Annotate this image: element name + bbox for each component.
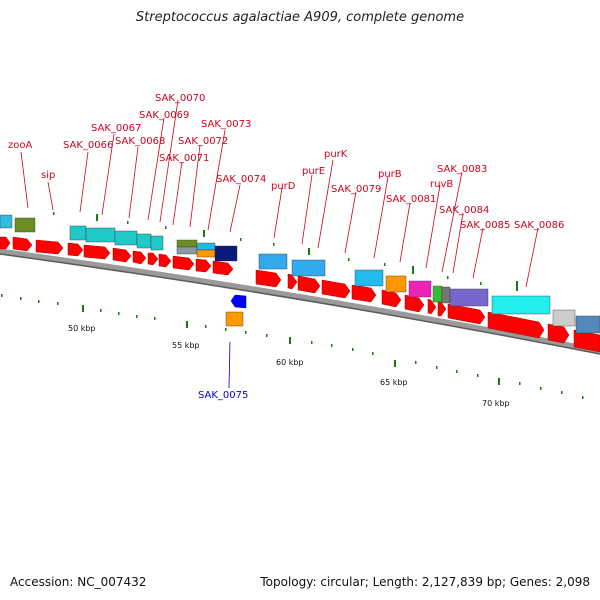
gene-label[interactable]: SAK_0086: [514, 220, 564, 231]
feature-box[interactable]: [176, 239, 198, 248]
feature-box[interactable]: [491, 295, 551, 315]
cds-arrow[interactable]: [255, 269, 282, 288]
cds-arrow[interactable]: [212, 260, 234, 276]
feature-box[interactable]: [136, 233, 152, 249]
cds-arrow[interactable]: [404, 294, 425, 313]
gene-label[interactable]: SAK_0070: [155, 93, 205, 104]
ruler-ticks: [1, 294, 584, 399]
feature-box[interactable]: [354, 269, 384, 287]
cds-arrow[interactable]: [35, 239, 64, 255]
cds-arrow[interactable]: [195, 258, 212, 273]
gene-label[interactable]: purE: [302, 166, 325, 177]
feature-box[interactable]: [552, 309, 576, 327]
cds-arrow[interactable]: [573, 329, 600, 353]
cds-arrow[interactable]: [351, 284, 377, 303]
gene-labels: zooA sip SAK_0066 SAK_0067 SAK_0068 SAK_…: [8, 93, 564, 231]
gene-label[interactable]: SAK_0079: [331, 184, 381, 195]
feature-box[interactable]: [85, 227, 116, 243]
cds-arrow[interactable]: [447, 303, 486, 325]
cds-arrow[interactable]: [0, 236, 11, 250]
gene-label[interactable]: purB: [378, 169, 402, 180]
cds-arrow[interactable]: [321, 279, 351, 299]
cds-arrow[interactable]: [147, 252, 159, 266]
gene-label[interactable]: SAK_0067: [91, 123, 141, 134]
feature-box[interactable]: [196, 242, 216, 251]
reverse-feature-box[interactable]: [225, 311, 244, 327]
feature-box[interactable]: [291, 259, 326, 277]
ruler-label: 55 kbp: [172, 341, 200, 350]
cds-arrow[interactable]: [67, 242, 84, 257]
cds-arrow[interactable]: [12, 236, 33, 252]
gene-label[interactable]: SAK_0072: [178, 136, 228, 147]
genome-backbone: [0, 248, 600, 354]
cds-arrow[interactable]: [297, 275, 321, 294]
gene-label[interactable]: SAK_0071: [159, 153, 209, 164]
gene-label[interactable]: SAK_0069: [139, 110, 189, 121]
gene-label[interactable]: SAK_0081: [386, 194, 436, 205]
feature-box[interactable]: [432, 285, 443, 303]
feature-box[interactable]: [196, 249, 216, 258]
gene-label[interactable]: SAK_0084: [439, 205, 489, 216]
gene-label[interactable]: ruvB: [430, 179, 453, 190]
cds-arrow[interactable]: [427, 298, 437, 315]
feature-box[interactable]: [408, 280, 432, 298]
cds-arrow[interactable]: [547, 323, 570, 344]
gene-label[interactable]: SAK_0068: [115, 136, 165, 147]
ruler-label: 65 kbp: [380, 378, 408, 387]
feature-box[interactable]: [176, 246, 198, 255]
ruler-label: 50 kbp: [68, 324, 96, 333]
feature-box[interactable]: [14, 217, 36, 233]
forward-cds-track: [0, 236, 600, 353]
ruler-label: 70 kbp: [482, 399, 510, 408]
feature-box[interactable]: [0, 214, 13, 229]
cds-arrow[interactable]: [158, 253, 172, 268]
cds-arrow[interactable]: [287, 273, 298, 290]
ruler-labels: 50 kbp 55 kbp 60 kbp 65 kbp 70 kbp: [68, 324, 510, 408]
gene-label[interactable]: SAK_0073: [201, 119, 251, 130]
feature-box[interactable]: [449, 288, 489, 307]
gene-label[interactable]: SAK_0074: [216, 174, 266, 185]
reverse-gene-label[interactable]: SAK_0075: [198, 390, 248, 401]
reverse-label-leader: [228, 341, 231, 389]
reverse-cds-arrow[interactable]: [230, 294, 247, 309]
feature-box[interactable]: [214, 245, 238, 262]
genome-backbone-shadow: [0, 253, 600, 355]
feature-box[interactable]: [258, 253, 288, 270]
cds-arrow[interactable]: [172, 255, 195, 271]
genome-summary: Topology: circular; Length: 2,127,839 bp…: [260, 575, 590, 589]
cds-arrow[interactable]: [437, 301, 447, 317]
accession-label: Accession: NC_007432: [10, 575, 147, 589]
feature-box[interactable]: [441, 286, 451, 304]
feature-box[interactable]: [150, 235, 164, 251]
gene-label[interactable]: SAK_0085: [460, 220, 510, 231]
cds-arrow[interactable]: [381, 289, 402, 308]
feature-box[interactable]: [575, 315, 600, 334]
gene-label[interactable]: sip: [41, 170, 55, 181]
gene-label[interactable]: SAK_0083: [437, 164, 487, 175]
feature-box[interactable]: [69, 225, 87, 241]
outer-ticks: [53, 212, 518, 291]
gene-label[interactable]: purD: [271, 181, 296, 192]
map-title: Streptococcus agalactiae A909, complete …: [135, 10, 465, 25]
cds-arrow[interactable]: [83, 244, 111, 260]
gene-label[interactable]: zooA: [8, 140, 32, 151]
feature-box[interactable]: [385, 275, 407, 293]
cds-arrow[interactable]: [112, 247, 132, 263]
label-leaders: [20, 99, 539, 288]
feature-box[interactable]: [114, 230, 138, 246]
feature-box-track: [0, 214, 600, 334]
gene-label[interactable]: purK: [324, 149, 348, 160]
ruler-label: 60 kbp: [276, 358, 304, 367]
cds-arrow[interactable]: [487, 311, 545, 339]
cds-arrow[interactable]: [132, 250, 147, 265]
gene-label[interactable]: SAK_0066: [63, 140, 113, 151]
